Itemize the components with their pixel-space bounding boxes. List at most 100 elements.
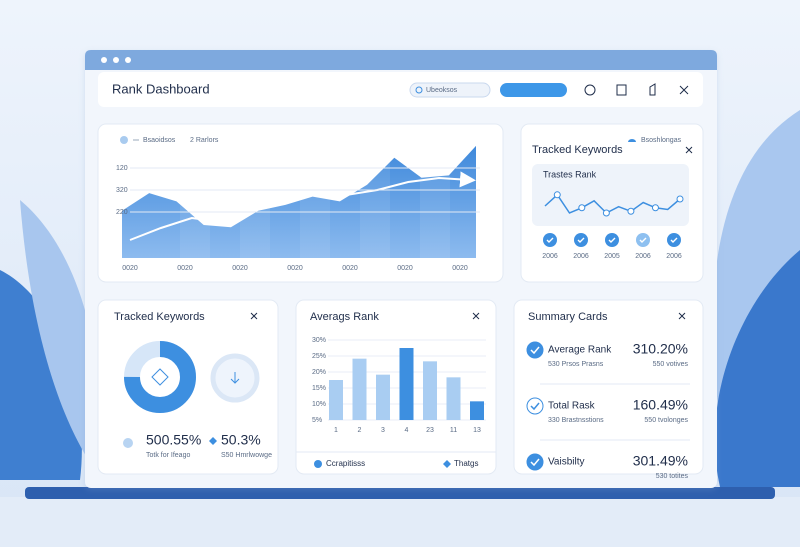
stat-label: S50 Hmrlwowge: [221, 452, 272, 459]
ring-icon: [230, 372, 240, 384]
panel-title: Tracked Keywords: [532, 144, 623, 156]
row-check: [530, 346, 540, 355]
legend-swatch: [120, 136, 128, 144]
y-label: 10%: [312, 401, 326, 408]
tag-icon: [628, 139, 636, 142]
row-check: [530, 402, 540, 411]
search-box[interactable]: [409, 82, 491, 98]
area-band: [360, 140, 390, 258]
check-label: 2006: [635, 253, 651, 260]
check-label: 2005: [604, 253, 620, 260]
row-check: [530, 458, 540, 467]
leaf: [0, 270, 82, 480]
area-band: [300, 140, 330, 258]
inner-card: [532, 164, 689, 226]
y-label: 220: [116, 209, 128, 216]
window-dot: [101, 57, 107, 63]
check-label: 2006: [666, 253, 682, 260]
row-value: 301.49%: [633, 453, 688, 469]
area-band: [420, 140, 450, 258]
check-circle: [636, 233, 650, 247]
panel-tag: Bsoshlongas: [641, 137, 682, 144]
y-label: 120: [116, 165, 128, 172]
rank-point: [676, 195, 684, 203]
icon-button[interactable]: [584, 84, 596, 96]
check-mark: [639, 237, 647, 243]
row-note: 330 Brastnsstions: [548, 417, 604, 424]
row-value: 310.20%: [633, 341, 688, 357]
bar: [470, 401, 484, 420]
x-label: 2: [358, 427, 362, 434]
close-button[interactable]: [678, 312, 686, 320]
icon-button[interactable]: [679, 85, 689, 95]
footer-text: Thatgs: [454, 459, 478, 468]
bar: [352, 358, 367, 420]
stat-value: 500.55%: [146, 432, 201, 448]
row-name: Average Rank: [548, 345, 612, 356]
bar: [423, 361, 437, 420]
x-label: 0020: [122, 265, 138, 272]
row-icon: [526, 453, 544, 471]
rank-point: [627, 207, 635, 215]
footer-icon: [443, 460, 451, 468]
primary-button[interactable]: [500, 83, 567, 97]
bar: [376, 374, 390, 420]
search-icon: [415, 86, 423, 94]
panel-title: Summary Cards: [528, 311, 608, 323]
check-mark: [577, 237, 585, 243]
row-value: 160.49%: [633, 397, 688, 413]
y-label: 25%: [312, 353, 326, 360]
close-button[interactable]: [685, 146, 693, 154]
window-bar: [85, 50, 717, 70]
row-note: 550 tvolonges: [644, 417, 688, 424]
check-circle: [574, 233, 588, 247]
base-bar: [25, 487, 775, 499]
bar: [446, 377, 461, 420]
bar: [399, 348, 414, 420]
trend-line: [129, 170, 476, 241]
check-mark: [670, 237, 678, 243]
area: [122, 145, 476, 258]
stat-icon: [123, 438, 133, 448]
leaf: [20, 200, 99, 470]
x-label: 13: [473, 427, 481, 434]
x-label: 0020: [177, 265, 193, 272]
stat-value: 50.3%: [221, 432, 261, 448]
window-dot: [125, 57, 131, 63]
floor: [0, 497, 800, 547]
footer-text: Ccrapitisss: [326, 459, 365, 468]
leaf: [714, 250, 800, 487]
panel: [513, 299, 704, 475]
row-note: 530 totites: [656, 473, 689, 480]
icon-button[interactable]: [649, 83, 656, 96]
check-circle: [605, 233, 619, 247]
x-label: 0020: [452, 265, 468, 272]
y-label: 20%: [312, 369, 326, 376]
legend-label: 2 Rarlors: [190, 137, 219, 144]
row-icon: [526, 341, 544, 359]
x-label: 4: [405, 427, 409, 434]
check-mark: [608, 237, 616, 243]
row-name: Vaisbilty: [548, 457, 585, 468]
check-mark: [546, 237, 554, 243]
area-band: [180, 140, 210, 258]
inner-title: Trastes Rank: [543, 169, 597, 179]
x-label: 3: [381, 427, 385, 434]
panel: [295, 299, 497, 475]
row-name: Total Rask: [548, 401, 596, 412]
stat-label: Totk for Ifeago: [146, 452, 190, 459]
close-button[interactable]: [250, 312, 258, 320]
search-text: Ubeoksos: [426, 87, 458, 94]
window-dot: [113, 57, 119, 63]
icon-button[interactable]: [616, 84, 627, 96]
x-label: 0020: [287, 265, 303, 272]
panel-title: Tracked Keywords: [114, 311, 205, 323]
panel-title: Averags Rank: [310, 311, 379, 323]
area-band: [240, 140, 270, 258]
close-button[interactable]: [472, 312, 480, 320]
x-label: 23: [426, 427, 434, 434]
y-label: 320: [116, 187, 128, 194]
x-label: 1: [334, 427, 338, 434]
row-icon: [526, 397, 544, 415]
